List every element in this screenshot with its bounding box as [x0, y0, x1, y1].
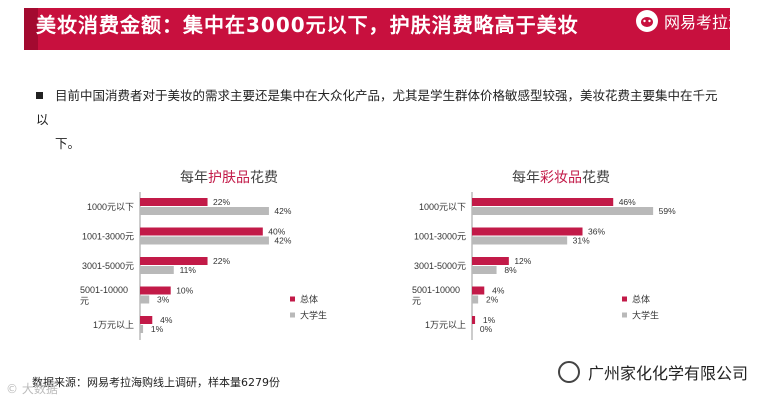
data-label: 4% [160, 315, 173, 325]
bar-student [140, 207, 269, 215]
data-label: 42% [274, 236, 291, 246]
category-label-line: 5001-10000 [412, 285, 460, 295]
data-label: 31% [573, 236, 590, 246]
bullet-icon [36, 92, 43, 99]
chart-title-highlight: 彩妆品 [540, 170, 582, 186]
bar-student [472, 236, 568, 245]
chart-title-prefix: 每年 [512, 170, 540, 186]
category-label-line: 3001-5000元 [82, 261, 134, 271]
bar-total [472, 257, 509, 265]
bar-total [140, 227, 263, 236]
data-label: 0% [480, 324, 493, 334]
category-label-line: 1001-3000元 [414, 232, 466, 242]
legend-label: 总体 [300, 294, 318, 305]
category-label-line: 5001-10000 [80, 285, 128, 295]
bar-student [140, 325, 144, 333]
category-label: 1万元以上 [93, 320, 134, 330]
data-label: 22% [213, 256, 230, 266]
category-label: 1万元以上 [425, 320, 466, 330]
bar-student [472, 207, 654, 215]
chart-title-highlight: 护肤品 [208, 170, 250, 186]
bar-total [472, 227, 583, 236]
banner-title: 美妆消费金额：集中在3000元以下，护肤消费略高于美妆 [36, 13, 579, 37]
category-label-line: 1万元以上 [93, 320, 134, 330]
data-label: 3% [157, 295, 170, 305]
data-label: 22% [213, 197, 230, 207]
bar-student [472, 266, 497, 274]
banner-accent [24, 8, 38, 50]
category-label-line: 1万元以上 [425, 320, 466, 330]
data-label: 8% [504, 265, 517, 275]
category-label: 5001-10000 元 [80, 285, 128, 306]
data-label: 40% [268, 227, 285, 237]
legend-label: 大学生 [632, 310, 659, 321]
category-label: 1000元以下 [419, 202, 466, 212]
data-label: 1% [483, 315, 496, 325]
bar-total [140, 316, 153, 324]
company-name: 广州家化化学有限公司 [587, 364, 748, 383]
data-label: 59% [659, 206, 676, 216]
chart-title: 每年护肤品花费 [180, 170, 278, 186]
data-label: 1% [151, 324, 164, 334]
intro-paragraph: 目前中国消费者对于美妆的需求主要还是集中在大众化产品，尤其是学生群体价格敏感型较… [36, 84, 726, 156]
category-label: 3001-5000元 [414, 261, 466, 271]
data-label: 36% [588, 227, 605, 237]
bar-total [140, 257, 208, 265]
data-label: 46% [619, 197, 636, 207]
category-label-line: 1000元以下 [419, 202, 466, 212]
chart-title-suffix: 花费 [582, 170, 610, 186]
category-label-line: 元 [412, 296, 421, 306]
category-label-line: 3001-5000元 [414, 261, 466, 271]
legend-swatch [622, 296, 627, 302]
data-label: 2% [486, 295, 499, 305]
chart-title: 每年彩妆品花费 [512, 170, 610, 186]
legend-swatch [622, 312, 627, 318]
data-label: 42% [274, 206, 291, 216]
chart-title-prefix: 每年 [180, 170, 208, 186]
intro-line-1: 目前中国消费者对于美妆的需求主要还是集中在大众化产品，尤其是学生群体价格敏感型较… [36, 88, 718, 127]
data-label: 12% [514, 256, 531, 266]
category-label: 5001-10000 元 [412, 285, 460, 306]
chart-title-suffix: 花费 [250, 170, 278, 186]
bar-student [472, 295, 479, 304]
intro-line-2: 下。 [55, 136, 81, 151]
bar-student [140, 236, 269, 245]
watermark: © 大数据 [6, 382, 58, 396]
bar-total [140, 198, 208, 206]
title-banner [24, 8, 730, 50]
wechat-icon [557, 361, 580, 383]
kaola-logo-icon [635, 10, 658, 32]
category-label-line: 1000元以下 [87, 202, 134, 212]
bar-student [140, 266, 174, 274]
legend-label: 大学生 [300, 310, 327, 321]
data-label: 11% [180, 265, 197, 275]
legend-label: 总体 [632, 294, 650, 305]
data-label: 4% [492, 286, 505, 296]
data-label: 10% [176, 286, 193, 296]
brand-name: 网易考拉海购 [663, 13, 760, 32]
bar-total [472, 286, 485, 295]
brand-logo: 网易考拉海购 [635, 10, 760, 32]
bar-student [140, 295, 150, 304]
category-label: 1001-3000元 [414, 232, 466, 242]
bar-total [472, 316, 476, 324]
category-label: 3001-5000元 [82, 261, 134, 271]
category-label-line: 1001-3000元 [82, 232, 134, 242]
makeup-spending-chart: 每年彩妆品花费 1000元以下 46% 59% 1001-3000元 36%31% 3001… [412, 170, 676, 340]
category-label: 1000元以下 [87, 202, 134, 212]
bar-total [140, 286, 171, 295]
legend-swatch [290, 296, 295, 302]
company-attribution: 广州家化化学有限公司 [557, 360, 748, 384]
legend-swatch [290, 312, 295, 318]
category-label: 1001-3000元 [82, 232, 134, 242]
bar-total [472, 198, 614, 206]
data-source-note: 数据来源：网易考拉海购线上调研，样本量6279份 [32, 376, 280, 389]
category-label-line: 元 [80, 296, 89, 306]
